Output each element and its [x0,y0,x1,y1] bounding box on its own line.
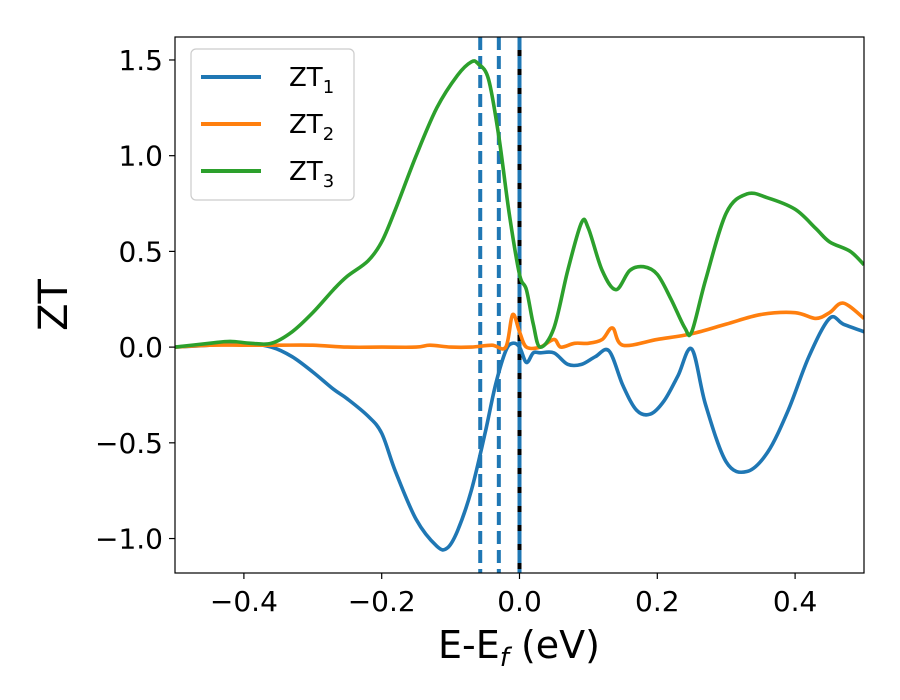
legend-item-zt1: ZT1 [201,63,334,98]
y-tick-label: 0.0 [118,331,163,364]
legend-label-zt1: ZT1 [289,63,334,98]
series-line-zt1 [175,314,864,552]
x-axis-title: E-Ef (eV) [438,623,600,673]
y-axis-ticks: −1.0 −0.5 0.0 0.5 1.0 1.5 [95,44,175,556]
legend: ZT1 ZT2 ZT3 [190,48,355,201]
y-tick-label: 1.5 [118,44,163,77]
legend-item-zt3: ZT3 [201,157,334,192]
y-tick-label: 0.5 [118,235,163,268]
x-axis-title-main: E-E [438,623,500,667]
legend-box [190,48,355,201]
x-axis-ticks: −0.4 −0.2 0.0 0.2 0.4 [210,573,817,618]
x-tick-label: 0.0 [497,585,542,618]
series-lines [175,59,864,552]
legend-item-zt2: ZT2 [201,110,334,145]
y-axis-title: ZT [31,279,77,331]
legend-label-zt3: ZT3 [289,157,334,192]
y-tick-label: −1.0 [95,523,163,556]
x-axis-title-unit: (eV) [509,623,600,667]
y-tick-label: −0.5 [95,427,163,460]
x-tick-label: −0.2 [348,585,416,618]
reference-lines [478,37,522,573]
x-tick-label: 0.4 [773,585,818,618]
x-tick-label: 0.2 [635,585,680,618]
series-line-zt3 [175,59,864,349]
x-tick-label: −0.4 [210,585,278,618]
legend-label-zt2: ZT2 [289,110,334,145]
y-tick-label: 1.0 [118,140,163,173]
